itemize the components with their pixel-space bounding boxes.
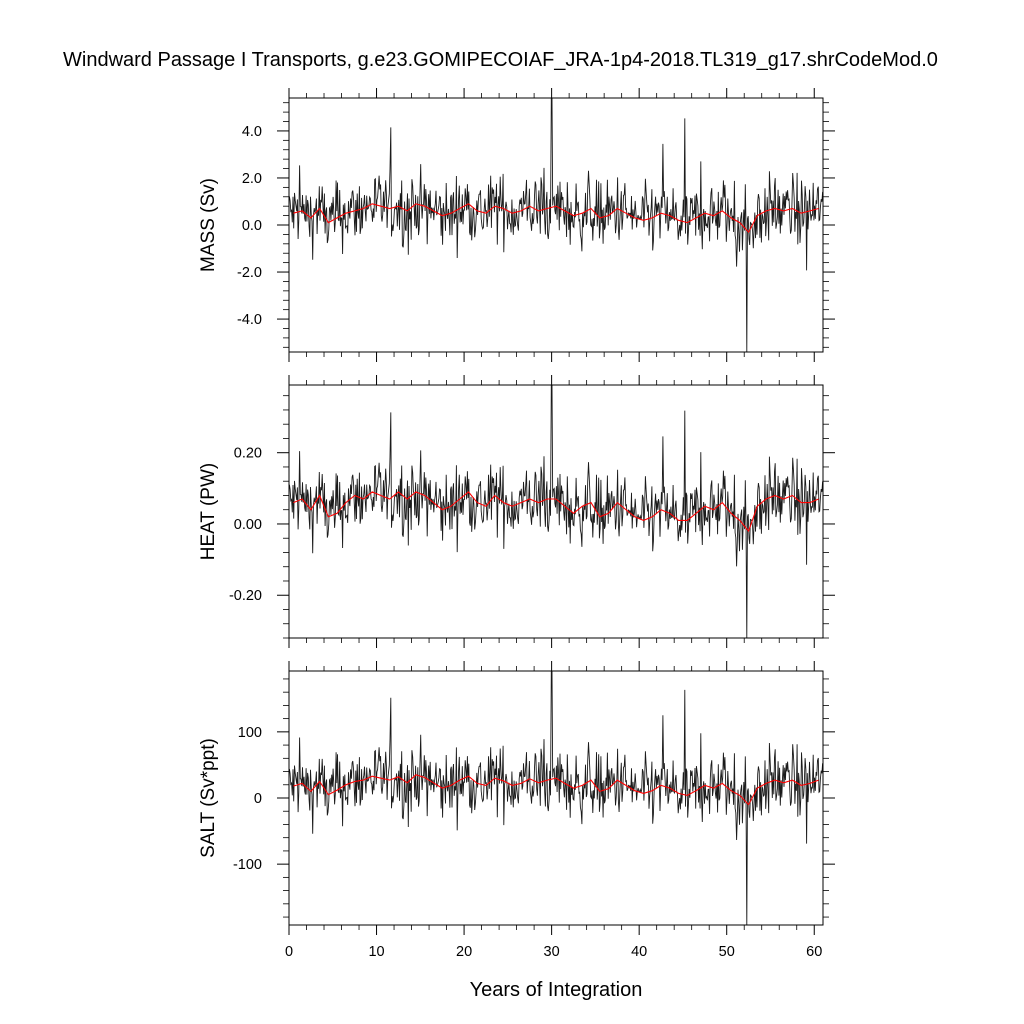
y-tick-label: 0.20 [234,446,262,462]
chart-title: Windward Passage I Transports, g.e23.GOM… [63,49,938,71]
x-axis-label: Years of Integration [470,979,643,1001]
y-axis-label: HEAT (PW) [198,463,219,560]
panel-1: -4.0 -2.0 0.0 2.0 4.0 MASS (Sv) [198,88,835,362]
panel-2: -0.20 0.00 0.20 HEAT (PW) [198,375,835,648]
y-tick-label: 2.0 [242,171,262,187]
monthly-series-line [289,98,823,352]
monthly-series-line [289,385,823,638]
panel-3: 0 10 20 30 40 50 60 -100 0 100 SALT (Sv*ppt) [198,661,835,960]
x-tick-label: 50 [719,944,735,960]
x-tick-label: 10 [368,944,384,960]
x-tick-label: 40 [631,944,647,960]
annual-mean-line [293,203,819,234]
y-axis-label: MASS (Sv) [198,178,219,272]
y-tick-label: 0.0 [242,218,262,234]
y-tick-label: -4.0 [237,312,262,328]
x-tick-label: 0 [285,944,293,960]
y-tick-label: 4.0 [242,124,262,140]
y-tick-label: -2.0 [237,265,262,281]
y-tick-label: -0.20 [229,588,262,604]
monthly-series-line [289,671,823,925]
x-tick-label: 30 [544,944,560,960]
y-axis-label: SALT (Sv*ppt) [198,738,219,858]
x-tick-label: 60 [806,944,822,960]
annual-mean-line [293,774,819,806]
annual-mean-line [293,491,819,533]
x-tick-label: 20 [456,944,472,960]
plot-frame [288,384,824,639]
y-tick-label: -100 [233,857,262,873]
panels: -4.0 -2.0 0.0 2.0 4.0 MASS (Sv) -0.20 0.00 0.20 H… [198,88,835,960]
y-tick-label: 0.00 [234,517,262,533]
y-tick-label: 0 [254,791,262,807]
y-tick-label: 100 [238,725,262,741]
